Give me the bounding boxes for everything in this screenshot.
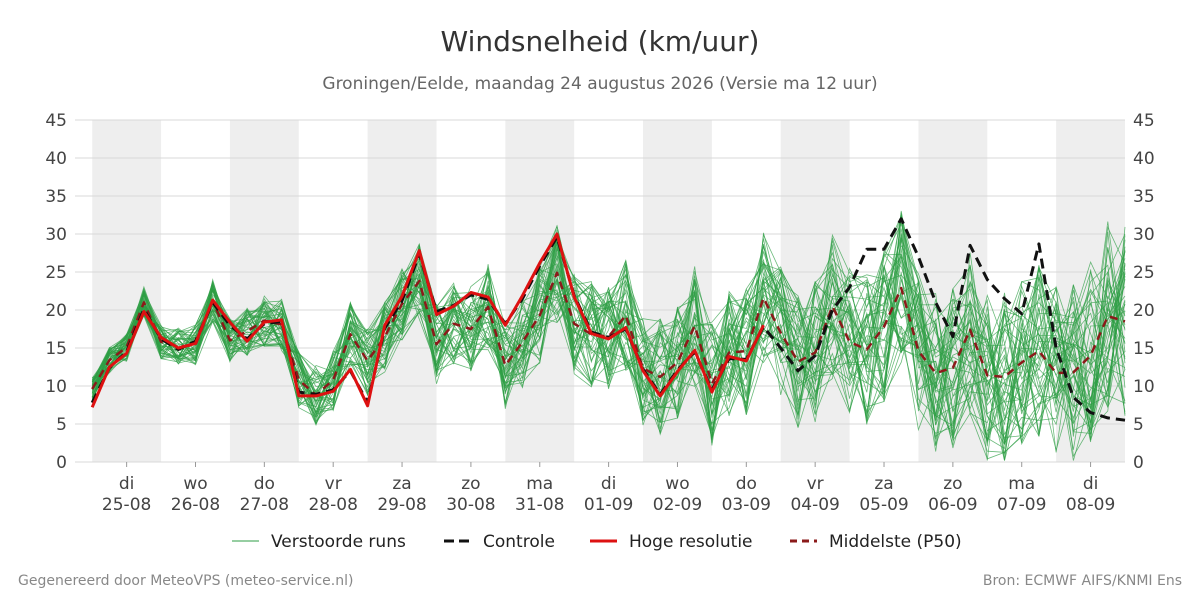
y-axis-left: 0 5 10 15 20 25 30 35 40 45 bbox=[45, 111, 67, 473]
chart-title: Windsnelheid (km/uur) bbox=[441, 25, 760, 58]
y-tick-label: 15 bbox=[45, 339, 67, 359]
chart-subtitle: Groningen/Eelde, maandag 24 augustus 202… bbox=[322, 74, 877, 94]
legend-label: Controle bbox=[483, 532, 555, 552]
y-axis-right: 0 5 10 15 20 25 30 35 40 45 bbox=[1133, 111, 1155, 473]
ensemble-member-line bbox=[91, 215, 1126, 461]
y-tick-label: 0 bbox=[56, 453, 67, 473]
ensemble-member-line bbox=[91, 253, 1126, 422]
x-date-label: 25-08 bbox=[102, 495, 151, 515]
ensemble-member-line bbox=[91, 212, 1126, 461]
x-day-label: wo bbox=[183, 474, 207, 494]
legend-label: Middelste (P50) bbox=[829, 532, 962, 552]
x-day-label: za bbox=[392, 474, 411, 494]
ensemble-member-line bbox=[91, 233, 1126, 452]
series-line-hoge-resolutie bbox=[90, 232, 765, 408]
y-tick-label: 5 bbox=[56, 415, 67, 435]
y-tick-label: 0 bbox=[1133, 453, 1144, 473]
ensemble-member-line bbox=[91, 210, 1126, 417]
grid-lines bbox=[75, 119, 1125, 463]
y-tick-label: 10 bbox=[1133, 377, 1155, 397]
x-day-label: do bbox=[736, 474, 757, 494]
x-date-label: 26-08 bbox=[171, 495, 220, 515]
x-date-label: 27-08 bbox=[240, 495, 289, 515]
x-day-label: ma bbox=[1008, 474, 1035, 494]
x-day-label: zo bbox=[943, 474, 962, 494]
y-tick-label: 20 bbox=[45, 301, 67, 321]
x-date-label: 30-08 bbox=[446, 495, 495, 515]
y-tick-label: 15 bbox=[1133, 339, 1155, 359]
day-band bbox=[92, 120, 162, 462]
legend-label: Verstoorde runs bbox=[271, 532, 406, 552]
y-tick-label: 40 bbox=[1133, 149, 1155, 169]
y-tick-label: 30 bbox=[1133, 225, 1155, 245]
y-tick-label: 25 bbox=[45, 263, 67, 283]
ensemble-member-line bbox=[91, 214, 1126, 404]
x-date-label: 03-09 bbox=[722, 495, 771, 515]
footer-right: Bron: ECMWF AIFS/KNMI Ens bbox=[983, 573, 1182, 589]
ensemble-member-line bbox=[91, 266, 1126, 452]
x-day-label: di bbox=[1083, 474, 1099, 494]
x-date-label: 04-09 bbox=[790, 495, 839, 515]
footer-left: Gegenereerd door MeteoVPS (meteo-service… bbox=[18, 573, 353, 589]
ensemble-member-line bbox=[91, 229, 1126, 461]
ensemble-member-line bbox=[91, 250, 1126, 446]
y-tick-label: 45 bbox=[1133, 111, 1155, 131]
x-day-label: ma bbox=[526, 474, 553, 494]
series-line-middelste-p50 bbox=[91, 271, 1126, 397]
ensemble-lines bbox=[91, 210, 1126, 461]
x-date-label: 29-08 bbox=[377, 495, 426, 515]
x-date-label: 31-08 bbox=[515, 495, 564, 515]
y-tick-label: 35 bbox=[45, 187, 67, 207]
ensemble-member-line bbox=[91, 242, 1126, 423]
x-axis: di25-08wo26-08do27-08vr28-08za29-08zo30-… bbox=[102, 462, 1115, 515]
y-tick-label: 40 bbox=[45, 149, 67, 169]
x-day-label: do bbox=[254, 474, 275, 494]
y-tick-label: 25 bbox=[1133, 263, 1155, 283]
x-day-label: di bbox=[601, 474, 617, 494]
legend: Verstoorde runs Controle Hoge resolutie Mid… bbox=[232, 532, 962, 552]
x-date-label: 07-09 bbox=[997, 495, 1046, 515]
main-series-lines bbox=[90, 217, 1126, 422]
x-day-label: vr bbox=[325, 474, 342, 494]
ensemble-member-line bbox=[91, 251, 1126, 461]
y-tick-label: 30 bbox=[45, 225, 67, 245]
y-tick-label: 5 bbox=[1133, 415, 1144, 435]
x-date-label: 01-09 bbox=[584, 495, 633, 515]
ensemble-member-line bbox=[91, 257, 1126, 434]
x-date-label: 06-09 bbox=[928, 495, 977, 515]
ensemble-member-line bbox=[91, 254, 1126, 453]
x-date-label: 05-09 bbox=[859, 495, 908, 515]
legend-label: Hoge resolutie bbox=[629, 532, 753, 552]
day-band bbox=[229, 120, 299, 462]
ensemble-member-line bbox=[91, 226, 1126, 438]
ensemble-member-line bbox=[91, 224, 1126, 444]
y-tick-label: 20 bbox=[1133, 301, 1155, 321]
x-day-label: vr bbox=[807, 474, 824, 494]
x-day-label: za bbox=[874, 474, 893, 494]
x-date-label: 28-08 bbox=[308, 495, 357, 515]
x-day-label: zo bbox=[461, 474, 480, 494]
x-day-label: wo bbox=[665, 474, 689, 494]
y-tick-label: 45 bbox=[45, 111, 67, 131]
x-day-label: di bbox=[119, 474, 135, 494]
y-tick-label: 10 bbox=[45, 377, 67, 397]
x-date-label: 02-09 bbox=[653, 495, 702, 515]
x-date-label: 08-09 bbox=[1066, 495, 1115, 515]
y-tick-label: 35 bbox=[1133, 187, 1155, 207]
